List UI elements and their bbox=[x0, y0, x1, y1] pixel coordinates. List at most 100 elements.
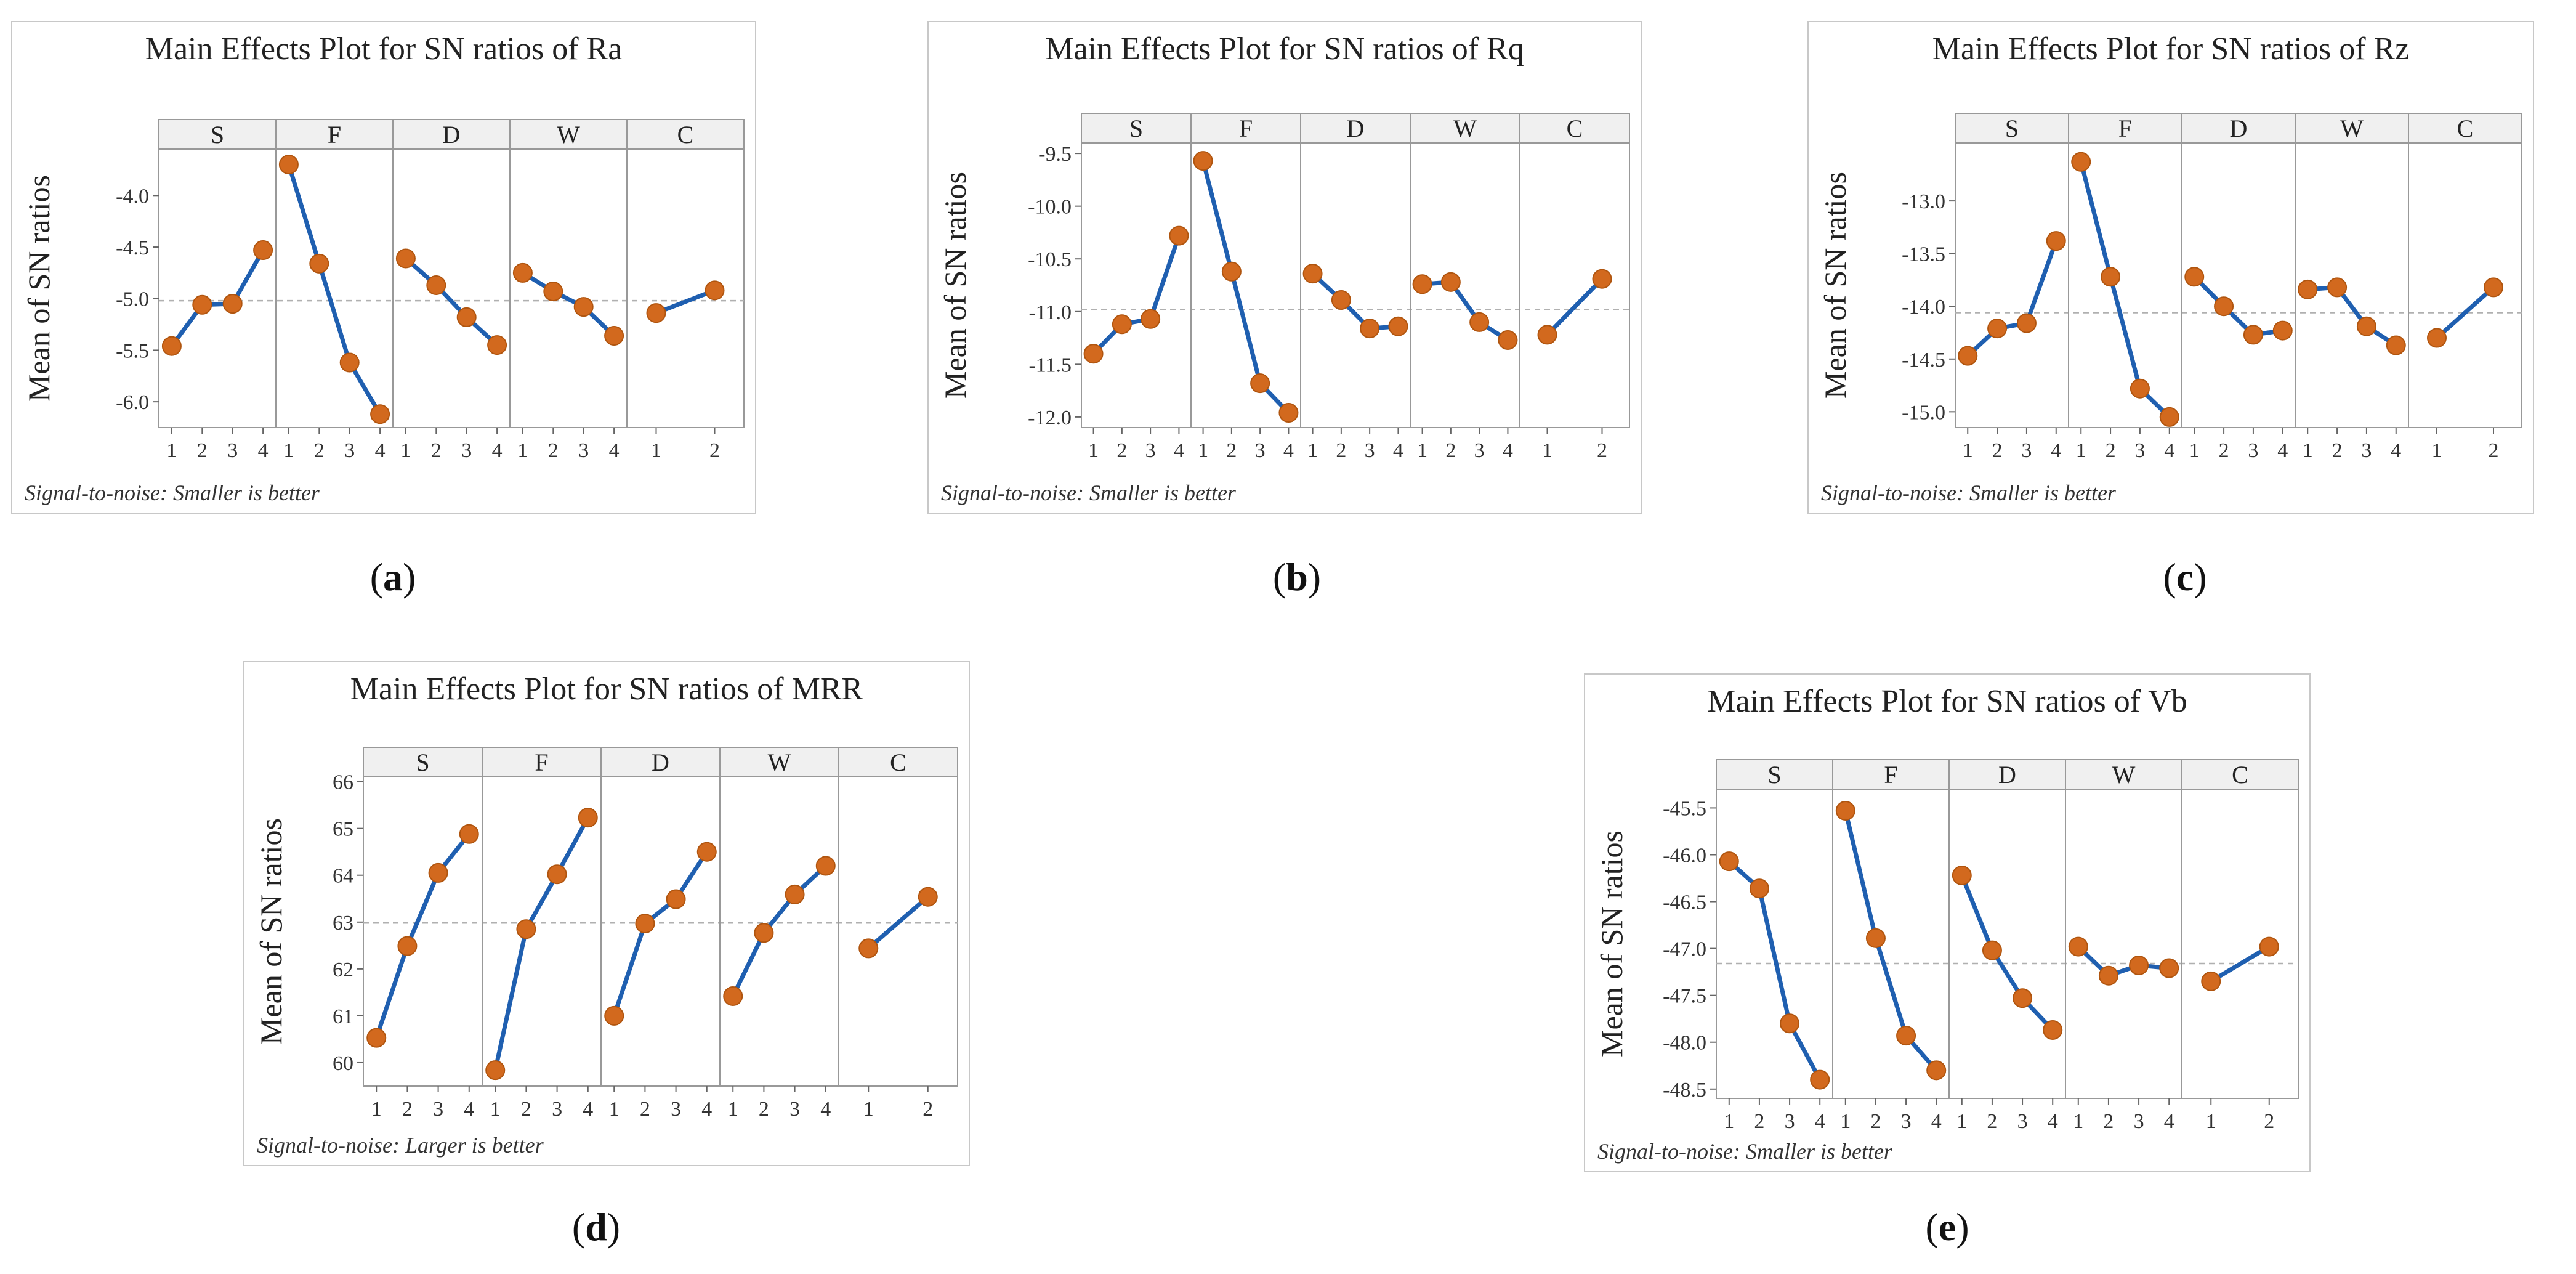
data-point bbox=[370, 404, 390, 424]
chart-title: Main Effects Plot for SN ratios of Ra bbox=[145, 31, 623, 67]
series-line-D bbox=[2192, 275, 2283, 337]
data-point bbox=[2043, 1020, 2063, 1040]
data-point bbox=[1926, 1060, 1947, 1081]
data-point bbox=[2016, 313, 2037, 333]
x-tick-label: 3 bbox=[2021, 439, 2032, 462]
data-point bbox=[1302, 264, 1323, 284]
y-tick-label: 61 bbox=[333, 1005, 353, 1028]
y-axis-label: Mean of SN ratios bbox=[938, 172, 972, 399]
x-tick-label: 1 bbox=[2303, 439, 2313, 462]
y-tick-label: 66 bbox=[333, 771, 353, 794]
x-tick-label: 4 bbox=[1815, 1110, 1825, 1133]
x-tick-label: 4 bbox=[1393, 439, 1403, 462]
chart-svg-e: Main Effects Plot for SN ratios of Vb Mea… bbox=[1584, 673, 2311, 1172]
data-point bbox=[2159, 958, 2179, 978]
plot-area bbox=[158, 119, 745, 428]
x-tick-label: 3 bbox=[671, 1098, 681, 1121]
x-tick-label: 3 bbox=[344, 439, 355, 462]
chart-d: Main Effects Plot for SN ratios of MRR Me… bbox=[243, 661, 970, 1166]
x-tick-label: 2 bbox=[431, 439, 442, 462]
y-tick-label: -12.0 bbox=[1028, 407, 1072, 429]
x-tick-label: 1 bbox=[400, 439, 411, 462]
chart-footer: Signal-to-noise: Smaller is better bbox=[941, 481, 1237, 505]
chart-footer: Signal-to-noise: Larger is better bbox=[257, 1133, 544, 1158]
chart-title: Main Effects Plot for SN ratios of Rz bbox=[1932, 31, 2410, 67]
data-point bbox=[1810, 1069, 1830, 1090]
y-tick-label: -11.5 bbox=[1028, 354, 1072, 376]
data-point bbox=[604, 326, 624, 346]
data-point bbox=[785, 884, 805, 904]
factor-label-C: C bbox=[890, 749, 906, 776]
x-tick-label: 2 bbox=[521, 1098, 531, 1121]
data-point bbox=[754, 923, 774, 943]
series-line-C bbox=[866, 895, 930, 951]
x-tick-label: 2 bbox=[402, 1098, 413, 1121]
data-point bbox=[2130, 378, 2150, 399]
series-line-D bbox=[404, 256, 499, 347]
data-point bbox=[222, 294, 243, 314]
x-tick-label: 4 bbox=[464, 1098, 474, 1121]
factor-label-F: F bbox=[1239, 115, 1253, 142]
data-point bbox=[578, 808, 598, 828]
y-tick-label: -5.0 bbox=[116, 288, 149, 311]
y-tick-label: -10.5 bbox=[1028, 248, 1072, 271]
data-point bbox=[2327, 277, 2348, 298]
x-tick-label: 3 bbox=[2361, 439, 2372, 462]
data-point bbox=[428, 862, 448, 883]
chart-frame bbox=[11, 21, 756, 514]
data-point bbox=[2243, 325, 2263, 345]
data-point bbox=[2298, 279, 2318, 299]
x-tick-label: 3 bbox=[1255, 439, 1266, 462]
data-point bbox=[2214, 296, 2234, 317]
data-point bbox=[2101, 267, 2121, 287]
x-tick-label: 2 bbox=[759, 1098, 769, 1121]
x-tick-label: 4 bbox=[2048, 1110, 2058, 1133]
chart-c: Main Effects Plot for SN ratios of Rz Mea… bbox=[1807, 21, 2534, 514]
data-point bbox=[1982, 940, 2002, 960]
series-line-W bbox=[1422, 280, 1509, 342]
x-tick-label: 4 bbox=[1931, 1110, 1942, 1133]
data-point bbox=[397, 936, 418, 956]
y-tick-label: -5.5 bbox=[116, 339, 149, 362]
data-point bbox=[516, 919, 536, 939]
y-tick-label: -14.0 bbox=[1902, 296, 1945, 318]
x-tick-label: 1 bbox=[728, 1098, 738, 1121]
series-line-C bbox=[2435, 285, 2495, 340]
chart-e: Main Effects Plot for SN ratios of Vb Mea… bbox=[1584, 673, 2311, 1172]
x-tick-label: 2 bbox=[1336, 439, 1346, 462]
chart-svg-d: Main Effects Plot for SN ratios of MRR Me… bbox=[243, 661, 970, 1166]
x-tick-label: 1 bbox=[517, 439, 528, 462]
x-tick-label: 4 bbox=[2277, 439, 2288, 462]
x-tick-label: 2 bbox=[197, 439, 208, 462]
data-point bbox=[339, 352, 360, 373]
data-point bbox=[1412, 274, 1432, 294]
data-point bbox=[1250, 373, 1270, 394]
x-tick-label: 4 bbox=[820, 1098, 831, 1121]
x-tick-label: 2 bbox=[2332, 439, 2343, 462]
data-point bbox=[547, 864, 567, 885]
data-point bbox=[1278, 403, 1299, 423]
data-point bbox=[2068, 936, 2088, 957]
factor-label-C: C bbox=[1567, 115, 1583, 142]
data-point bbox=[253, 240, 273, 261]
x-tick-label: 2 bbox=[1226, 439, 1237, 462]
x-tick-label: 2 bbox=[548, 439, 559, 462]
data-point bbox=[2184, 267, 2205, 287]
data-point bbox=[2129, 955, 2149, 975]
y-tick-label: -13.5 bbox=[1902, 243, 1945, 266]
data-point bbox=[543, 282, 563, 302]
factor-label-W: W bbox=[2112, 761, 2136, 789]
data-point bbox=[2484, 277, 2503, 298]
data-point bbox=[1388, 316, 1408, 336]
caption-b: (b) bbox=[1272, 555, 1322, 599]
panel-strip bbox=[1716, 759, 2299, 790]
y-axis-label: Mean of SN ratios bbox=[22, 175, 56, 402]
data-point bbox=[1749, 878, 1769, 899]
data-point bbox=[459, 824, 479, 844]
x-tick-label: 2 bbox=[1445, 439, 1456, 462]
data-point bbox=[485, 1060, 506, 1081]
panel-strip bbox=[363, 747, 958, 777]
x-tick-label: 4 bbox=[492, 439, 503, 462]
data-point bbox=[192, 294, 212, 315]
x-tick-label: 1 bbox=[283, 439, 294, 462]
